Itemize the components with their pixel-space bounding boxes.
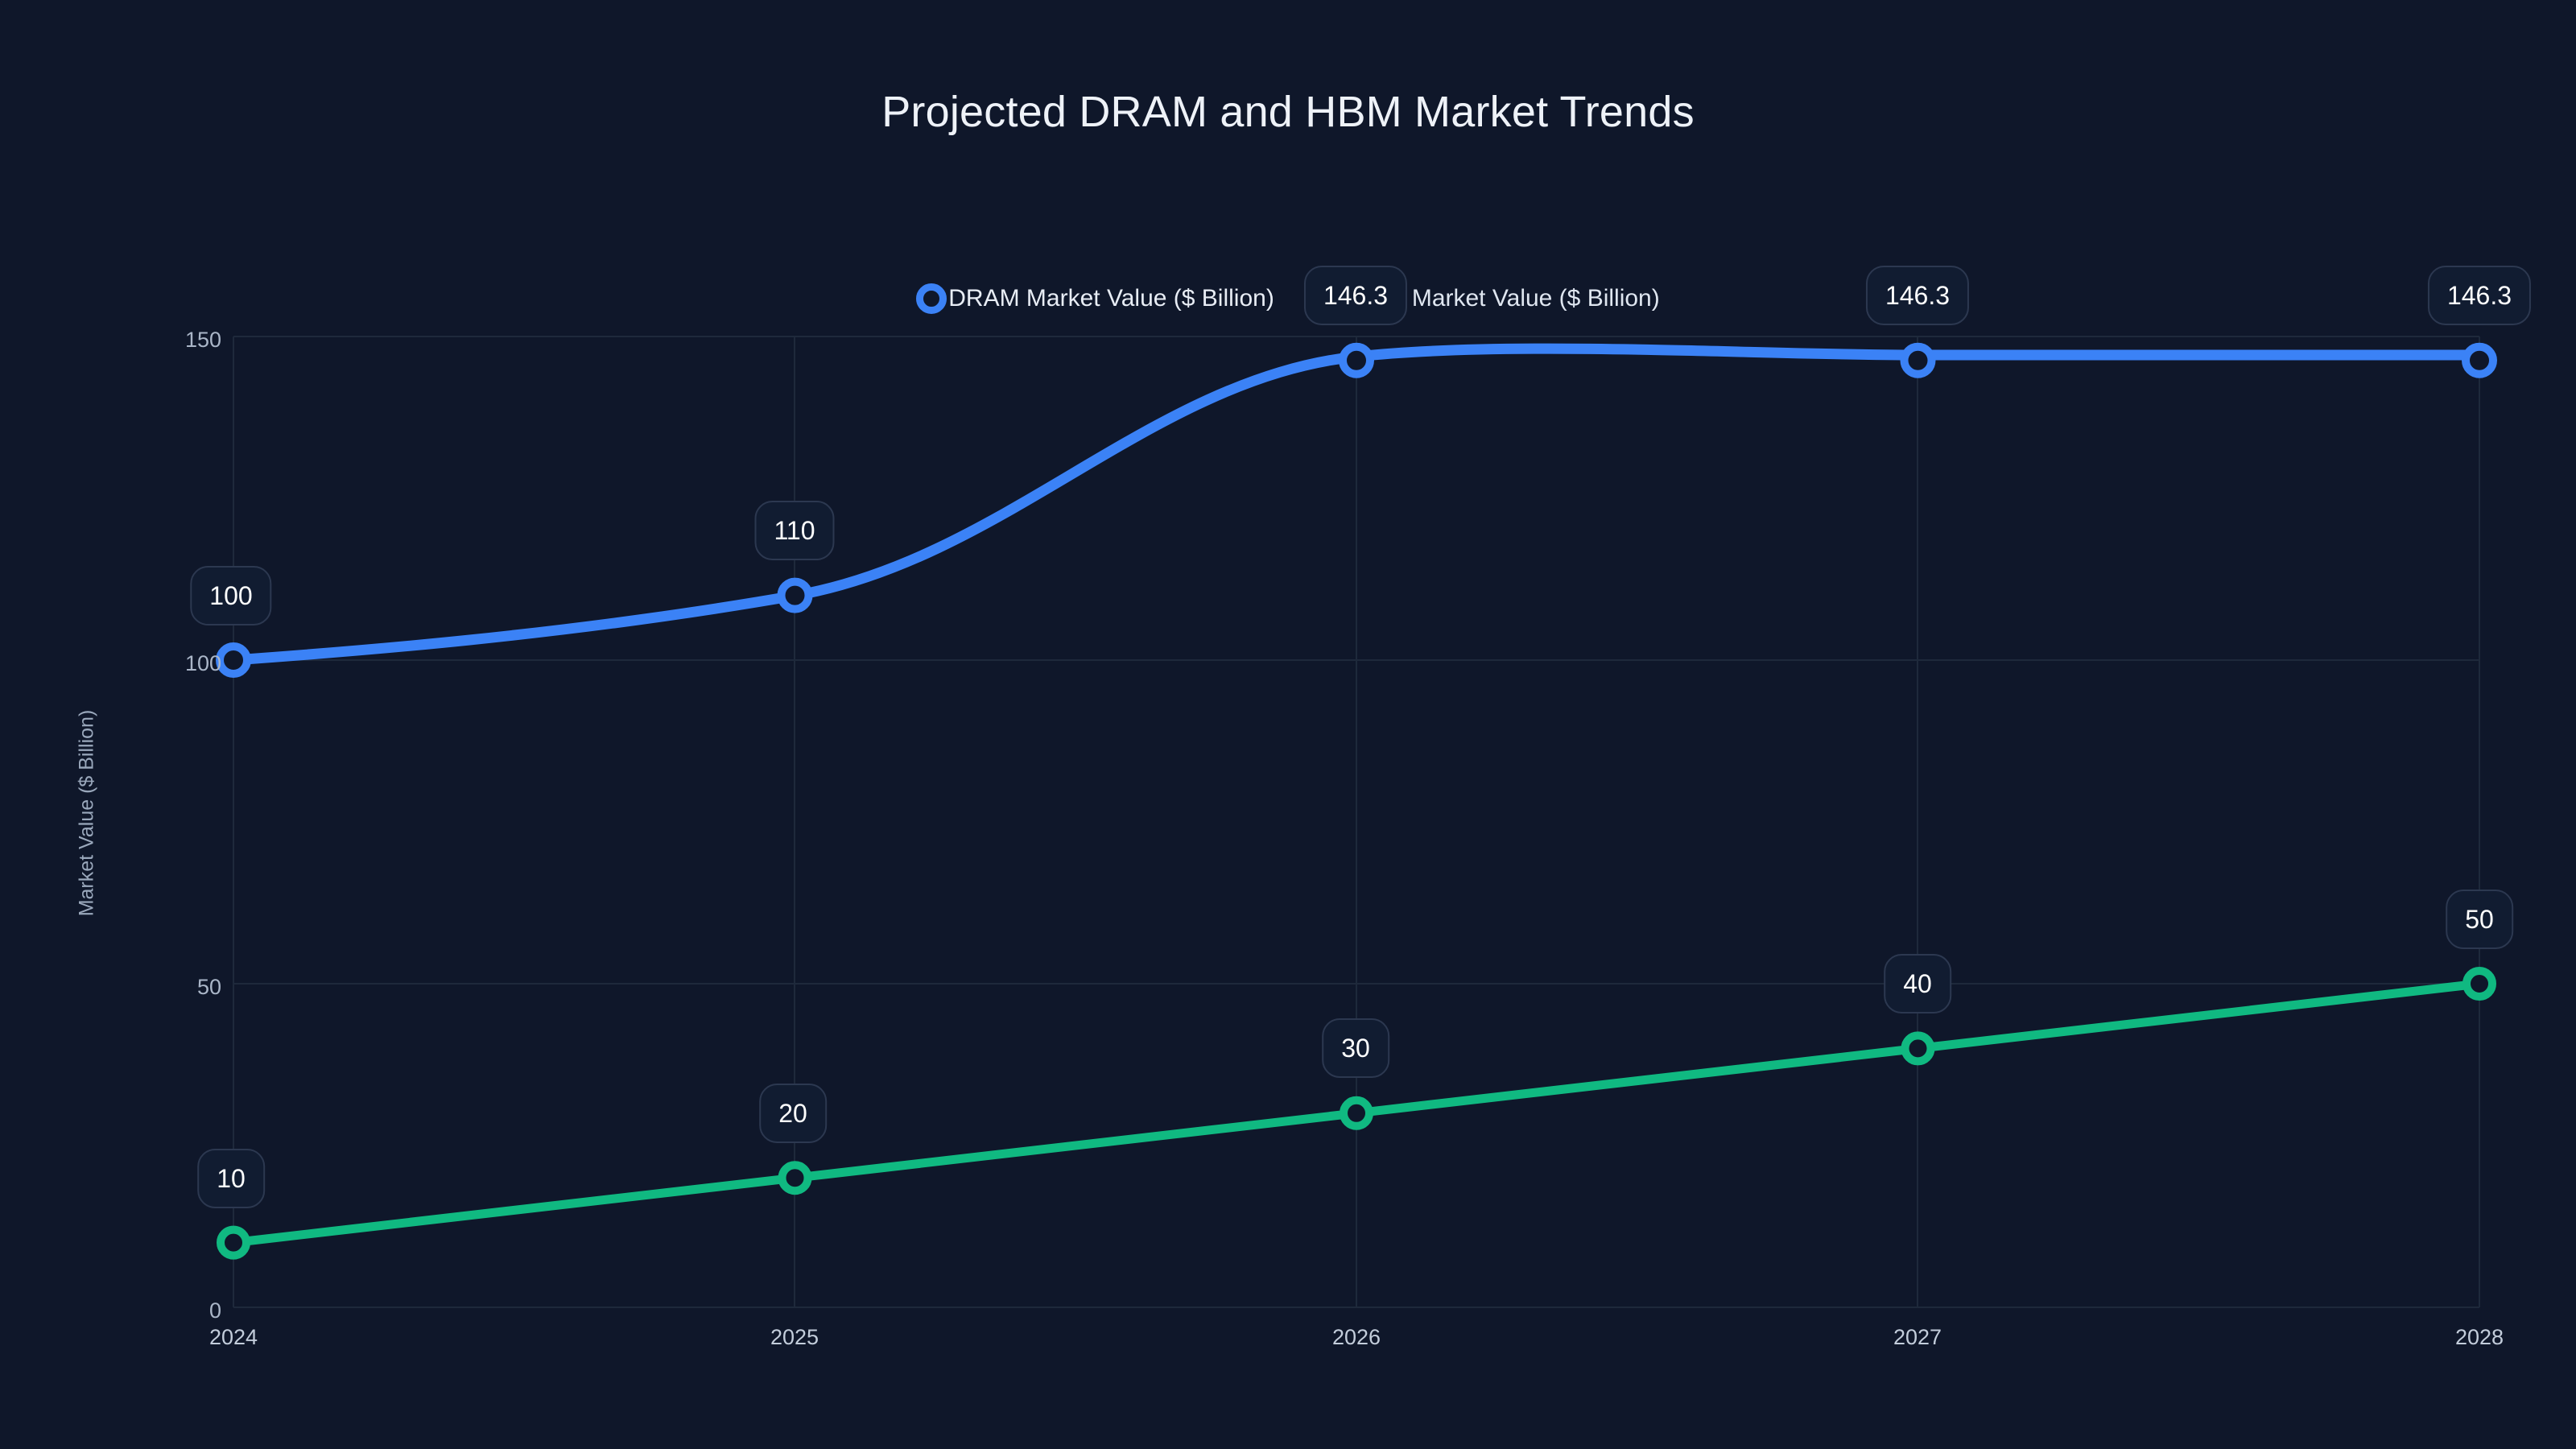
y-axis-title: Market Value ($ Billion): [75, 709, 98, 917]
data-label-hbm-2024: 10: [197, 1149, 265, 1208]
data-point-dram-2026[interactable]: [1339, 342, 1374, 378]
x-tick-2028: 2028: [2454, 1325, 2504, 1349]
data-point-hbm-2027[interactable]: [1901, 1031, 1935, 1066]
x-tick-2025: 2025: [770, 1325, 819, 1349]
data-point-hbm-2028[interactable]: [2462, 967, 2496, 1001]
data-label-dram-2026: 146.3: [1303, 266, 1408, 325]
data-label-dram-2028: 146.3: [2427, 266, 2532, 325]
data-label-dram-2027: 146.3: [1865, 266, 1970, 325]
x-tick-2024: 2024: [208, 1325, 258, 1349]
data-point-hbm-2024[interactable]: [217, 1225, 250, 1260]
data-point-hbm-2025[interactable]: [778, 1161, 812, 1195]
x-tick-2026: 2026: [1331, 1325, 1381, 1349]
data-point-dram-2028[interactable]: [2462, 342, 2497, 378]
series-hbm: [217, 967, 2496, 1260]
data-point-dram-2024[interactable]: [216, 642, 251, 678]
data-label-hbm-2025: 20: [759, 1084, 827, 1143]
data-label-dram-2025: 110: [754, 501, 835, 560]
x-tick-2027: 2027: [1893, 1325, 1942, 1349]
data-label-hbm-2027: 40: [1884, 954, 1951, 1013]
page-title: Projected DRAM and HBM Market Trends: [881, 88, 1695, 136]
data-point-hbm-2026[interactable]: [1340, 1096, 1373, 1130]
data-label-hbm-2028: 50: [2446, 890, 2513, 949]
gridlines: [233, 336, 2480, 1308]
series-dram: [216, 342, 2497, 678]
data-label-hbm-2026: 30: [1322, 1018, 1389, 1078]
data-point-dram-2027[interactable]: [1900, 342, 1936, 378]
data-point-dram-2025[interactable]: [777, 577, 813, 613]
y-tick-50: 50: [196, 975, 221, 999]
y-tick-0: 0: [208, 1298, 221, 1323]
y-tick-100: 100: [184, 651, 221, 675]
data-label-dram-2024: 100: [190, 566, 272, 625]
y-tick-150: 150: [184, 328, 221, 352]
